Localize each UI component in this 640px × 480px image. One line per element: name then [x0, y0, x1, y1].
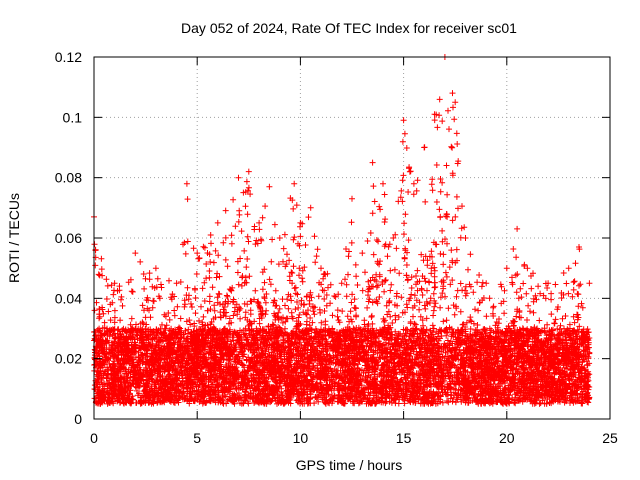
y-tick-label: 0: [74, 411, 82, 427]
y-axis-label: ROTI / TECUs: [6, 193, 22, 283]
x-tick-label: 25: [602, 430, 618, 446]
y-tick-label: 0.06: [55, 230, 82, 246]
x-tick-label: 0: [90, 430, 98, 446]
x-axis-label: GPS time / hours: [296, 457, 403, 473]
y-tick-label: 0.04: [55, 290, 82, 306]
x-tick-label: 15: [396, 430, 412, 446]
y-tick-label: 0.02: [55, 351, 82, 367]
y-tick-label: 0.1: [63, 109, 83, 125]
x-tick-label: 10: [293, 430, 309, 446]
axis-ticks: 0 0.02 0.04 0.06 0.08 0.1 0.12 0 5 10 15 20 25: [55, 49, 618, 446]
roti-plus-markers: [91, 54, 593, 407]
y-tick-label: 0.08: [55, 170, 82, 186]
x-tick-label: 5: [193, 430, 201, 446]
chart-title: Day 052 of 2024, Rate Of TEC Index for r…: [181, 20, 517, 36]
data-points: [91, 54, 593, 407]
y-tick-label: 0.12: [55, 49, 82, 65]
x-tick-label: 20: [499, 430, 515, 446]
